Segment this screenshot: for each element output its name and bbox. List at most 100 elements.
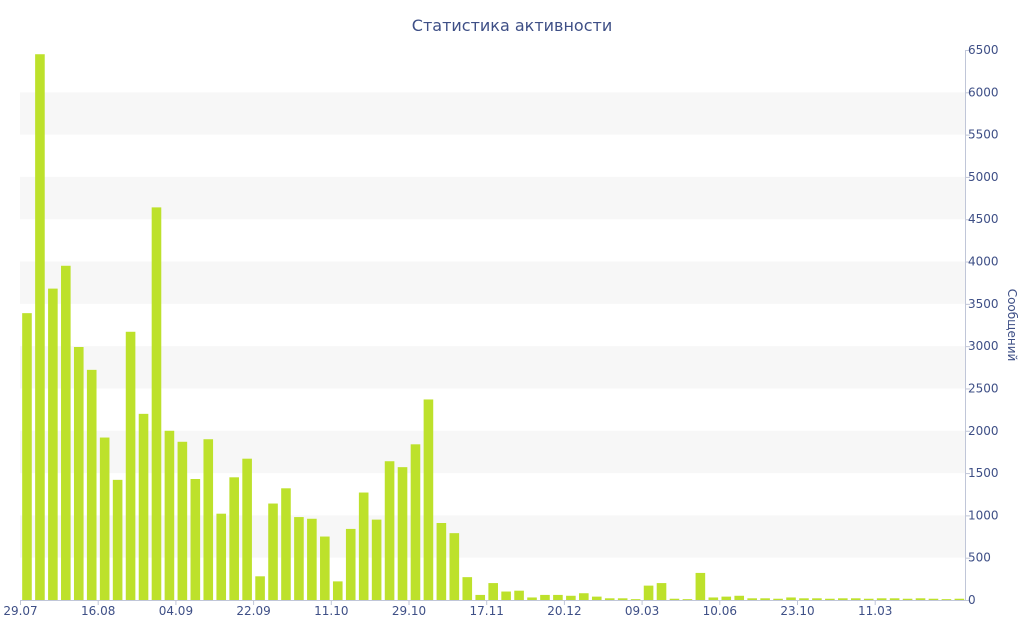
bar[interactable] [229, 477, 239, 600]
y-axis-ticks: 0 500 1000 1500 2000 2500 3000 3500 4000 4500 5000… [965, 43, 999, 607]
bar[interactable] [540, 594, 550, 600]
bar[interactable] [591, 596, 602, 600]
bar[interactable] [838, 598, 848, 600]
x-axis-ticks: 29.07 16.08 04.09 22.09 11.10 29.10 17.11 20.12… [3, 600, 892, 618]
bars [22, 54, 965, 601]
bar[interactable] [125, 331, 136, 600]
x-tick-label: 29.10 [392, 604, 426, 618]
bar[interactable] [579, 593, 589, 600]
bar[interactable] [242, 458, 252, 600]
bar[interactable] [514, 590, 524, 600]
bar[interactable] [721, 596, 732, 600]
bar[interactable] [436, 523, 447, 600]
bar[interactable] [423, 399, 434, 600]
x-tick-label: 29.07 [3, 604, 37, 618]
bar[interactable] [151, 207, 162, 600]
bar[interactable] [747, 598, 757, 600]
bar[interactable] [475, 594, 486, 600]
bar[interactable] [48, 288, 58, 600]
grid-band [20, 176, 965, 220]
bar[interactable] [358, 492, 369, 600]
bar[interactable] [397, 467, 408, 600]
bar[interactable] [73, 347, 84, 600]
bar[interactable] [902, 598, 913, 600]
bar[interactable] [255, 576, 265, 600]
bar[interactable] [320, 536, 330, 600]
bar[interactable] [164, 430, 175, 600]
x-tick-label: 17.11 [470, 604, 504, 618]
y-tick-label: 4000 [968, 255, 999, 269]
bar[interactable] [786, 597, 796, 600]
y-tick-label: 0 [968, 593, 976, 607]
bar[interactable] [371, 519, 382, 600]
bar[interactable] [695, 572, 706, 600]
bar[interactable] [384, 461, 395, 600]
bar[interactable] [307, 518, 317, 600]
bar[interactable] [462, 577, 473, 600]
bar[interactable] [799, 598, 809, 600]
bar[interactable] [86, 369, 97, 600]
bar[interactable] [99, 437, 110, 600]
bar[interactable] [345, 528, 356, 600]
bar[interactable] [850, 598, 861, 600]
bar[interactable] [773, 598, 783, 600]
y-tick-label: 5000 [968, 170, 999, 184]
y-tick-label: 1500 [968, 466, 999, 480]
bar[interactable] [708, 597, 719, 600]
y-tick-label: 4500 [968, 212, 999, 226]
bar[interactable] [669, 598, 680, 600]
bar[interactable] [915, 598, 926, 600]
bar[interactable] [177, 441, 188, 600]
x-tick-label: 04.09 [159, 604, 193, 618]
x-tick-label: 11.10 [314, 604, 348, 618]
bar[interactable] [656, 583, 667, 600]
y-tick-label: 2500 [968, 381, 999, 395]
x-tick-label: 22.09 [236, 604, 270, 618]
bar[interactable] [812, 598, 822, 600]
x-tick-label: 20.12 [547, 604, 581, 618]
bar[interactable] [410, 444, 421, 600]
y-tick-label: 3000 [968, 339, 999, 353]
x-tick-label: 23.10 [780, 604, 814, 618]
bar[interactable] [617, 598, 628, 600]
bar[interactable] [682, 599, 693, 600]
bar[interactable] [954, 598, 965, 600]
grid-bands [20, 92, 965, 558]
bar[interactable] [501, 591, 511, 600]
bar[interactable] [941, 599, 952, 600]
bar[interactable] [203, 439, 214, 600]
grid-band [20, 515, 965, 558]
y-tick-label: 5500 [968, 128, 999, 142]
bar[interactable] [61, 265, 71, 600]
bar[interactable] [527, 597, 537, 600]
bar[interactable] [734, 595, 745, 600]
bar[interactable] [760, 598, 770, 600]
bar[interactable] [643, 585, 654, 600]
bar[interactable] [22, 313, 32, 600]
bar[interactable] [863, 598, 874, 600]
bar[interactable] [604, 598, 615, 600]
y-tick-label: 3500 [968, 297, 999, 311]
bar[interactable] [294, 517, 304, 600]
bar[interactable] [190, 479, 201, 600]
bar[interactable] [876, 598, 887, 600]
bar[interactable] [268, 503, 278, 600]
bar[interactable] [449, 533, 460, 600]
bar[interactable] [138, 413, 149, 600]
bar[interactable] [928, 598, 939, 600]
bar[interactable] [35, 54, 45, 601]
grid-band [20, 430, 965, 474]
bar[interactable] [553, 594, 563, 600]
bar[interactable] [630, 599, 641, 600]
bar[interactable] [281, 488, 291, 600]
x-tick-label: 09.03 [625, 604, 659, 618]
bar[interactable] [216, 513, 227, 600]
bar[interactable] [332, 581, 343, 600]
bar[interactable] [566, 595, 576, 600]
bar[interactable] [112, 479, 123, 600]
bar[interactable] [825, 598, 835, 600]
y-tick-label: 1000 [968, 508, 999, 522]
bar[interactable] [889, 598, 900, 600]
bar[interactable] [488, 583, 498, 600]
y-tick-label: 500 [968, 551, 991, 565]
